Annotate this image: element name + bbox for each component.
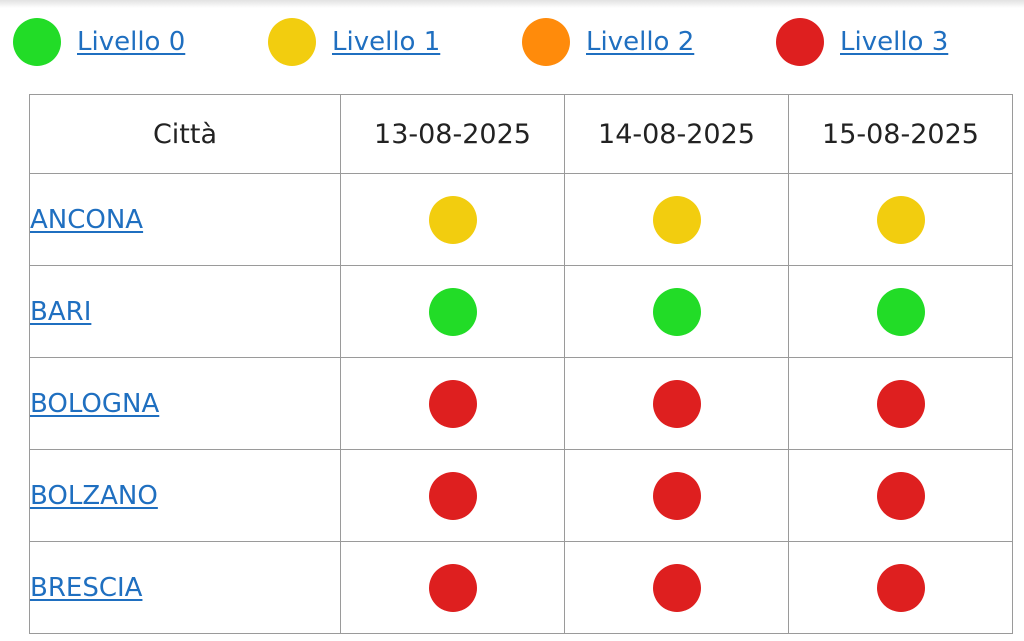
level-cell (340, 541, 565, 634)
legend-link-level-1[interactable]: Livello 1 (332, 27, 441, 57)
level-cell (564, 173, 789, 266)
level-3-dot-icon (876, 563, 925, 612)
table-row: BRESCIA (29, 541, 1013, 634)
yellow-dot-icon (268, 18, 316, 66)
legend-link-level-3[interactable]: Livello 3 (840, 27, 949, 57)
legend-item-level-1[interactable]: Livello 1 (268, 18, 440, 66)
table-row: ANCONA (29, 173, 1013, 266)
level-3-dot-icon (428, 563, 477, 612)
legend: Livello 0 Livello 1 Livello 2 Livello 3 (0, 18, 1024, 66)
level-1-dot-icon (652, 195, 701, 244)
level-cell (340, 265, 565, 358)
level-1-dot-icon (876, 195, 925, 244)
level-1-dot-icon (428, 195, 477, 244)
level-0-dot-icon (652, 287, 701, 336)
level-3-dot-icon (876, 471, 925, 520)
legend-item-level-0[interactable]: Livello 0 (13, 18, 185, 66)
city-link-ancona[interactable]: ANCONA (30, 204, 144, 235)
header-city: Città (29, 94, 341, 174)
level-cell (788, 541, 1013, 634)
city-cell: BOLZANO (29, 449, 341, 542)
table-row: BARI (29, 265, 1013, 358)
header-date-3: 15-08-2025 (788, 94, 1013, 174)
table-header-row: Città 13-08-2025 14-08-2025 15-08-2025 (29, 94, 1013, 174)
level-cell (564, 265, 789, 358)
top-shadow (0, 0, 1024, 8)
level-cell (564, 449, 789, 542)
legend-item-level-3[interactable]: Livello 3 (776, 18, 948, 66)
table-row: BOLOGNA (29, 357, 1013, 450)
level-0-dot-icon (876, 287, 925, 336)
level-3-dot-icon (428, 379, 477, 428)
table-row: BOLZANO (29, 449, 1013, 542)
legend-item-level-2[interactable]: Livello 2 (522, 18, 694, 66)
level-cell (340, 357, 565, 450)
header-date-1: 13-08-2025 (340, 94, 565, 174)
legend-link-level-2[interactable]: Livello 2 (586, 27, 695, 57)
heat-alert-table: Città 13-08-2025 14-08-2025 15-08-2025 A… (29, 94, 1013, 634)
level-0-dot-icon (428, 287, 477, 336)
city-link-brescia[interactable]: BRESCIA (30, 572, 143, 603)
green-dot-icon (13, 18, 61, 66)
header-date-2: 14-08-2025 (564, 94, 789, 174)
level-cell (564, 541, 789, 634)
level-cell (340, 449, 565, 542)
level-cell (340, 173, 565, 266)
city-cell: ANCONA (29, 173, 341, 266)
level-cell (788, 265, 1013, 358)
level-cell (788, 357, 1013, 450)
city-cell: BOLOGNA (29, 357, 341, 450)
level-3-dot-icon (428, 471, 477, 520)
red-dot-icon (776, 18, 824, 66)
city-link-bari[interactable]: BARI (30, 296, 92, 327)
city-link-bolzano[interactable]: BOLZANO (30, 480, 158, 511)
table-body: ANCONA BARI BOLOGNA BOLZANO BRESCIA (29, 173, 1013, 634)
level-cell (564, 357, 789, 450)
level-3-dot-icon (876, 379, 925, 428)
city-link-bologna[interactable]: BOLOGNA (30, 388, 160, 419)
level-3-dot-icon (652, 379, 701, 428)
orange-dot-icon (522, 18, 570, 66)
level-3-dot-icon (652, 471, 701, 520)
city-cell: BARI (29, 265, 341, 358)
city-cell: BRESCIA (29, 541, 341, 634)
legend-link-level-0[interactable]: Livello 0 (77, 27, 186, 57)
level-3-dot-icon (652, 563, 701, 612)
level-cell (788, 449, 1013, 542)
level-cell (788, 173, 1013, 266)
